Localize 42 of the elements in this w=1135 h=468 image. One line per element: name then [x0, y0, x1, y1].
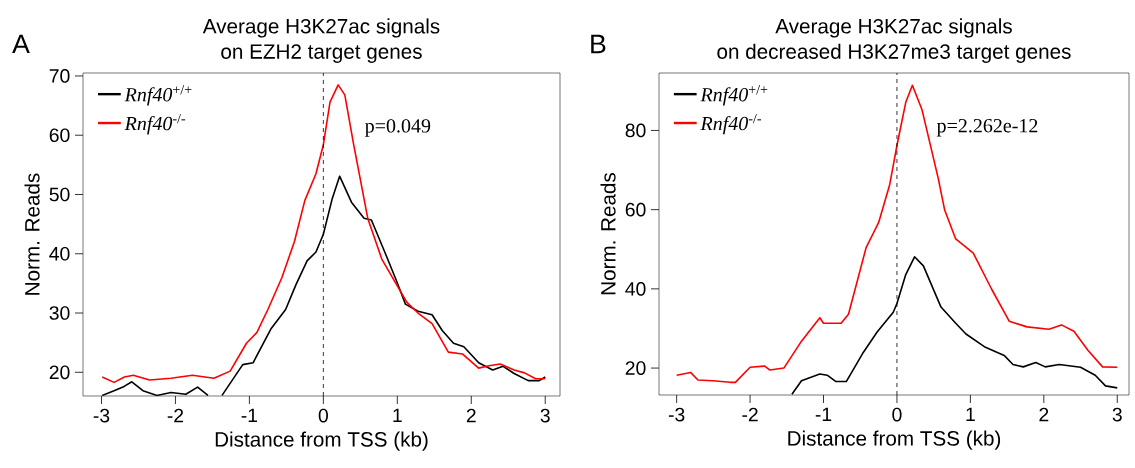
x-tick-label: 1 [393, 408, 402, 423]
line-series [101, 84, 547, 384]
y-tick-label: 50 [49, 187, 70, 202]
text: A [12, 34, 30, 54]
legend-label: Rnf40$^{+/+}$ [124, 85, 192, 106]
y-tick-label: 30 [49, 306, 70, 320]
chart-subtitle: on decreased H3K27me3 target genes [717, 43, 1071, 63]
x-tick-label: 1 [966, 407, 975, 422]
annotation: p=2.262e-12 [936, 119, 1038, 137]
y-tick-label: 80 [625, 123, 646, 138]
line-series [675, 84, 1119, 384]
y-tick-label: 60 [625, 202, 646, 217]
chart-title: Average H3K27ac signals [775, 18, 1012, 38]
x-tick-label: 2 [466, 408, 476, 423]
x-tick-label: 0 [318, 408, 328, 423]
y-tick-label: 40 [49, 246, 70, 261]
y-tick-label: 20 [625, 361, 646, 375]
text: B [591, 34, 606, 54]
x-tick-label: -3 [93, 408, 110, 423]
x-axis-title: Distance from TSS (kb) [215, 431, 428, 451]
y-axis-title: Norm. Reads [600, 172, 616, 295]
x-tick-label: 2 [1039, 407, 1049, 422]
legend-label: Rnf40$^{+/+}$ [700, 85, 768, 106]
x-tick-label: -3 [668, 407, 685, 422]
chart-subtitle: on EZH2 target genes [221, 44, 422, 63]
legend-label: Rnf40$^{-/-}$ [700, 113, 761, 135]
x-tick-label: 3 [540, 408, 550, 423]
x-tick-label: -2 [167, 408, 184, 423]
y-tick-label: 40 [625, 282, 646, 296]
y-axis-title: Norm. Reads [24, 173, 40, 295]
x-tick-label: -1 [815, 407, 832, 422]
annotation: p=0.049 [365, 119, 431, 137]
x-axis-title: Distance from TSS (kb) [788, 430, 1001, 450]
y-tick-label: 20 [49, 365, 70, 380]
x-tick-label: 3 [1112, 407, 1122, 422]
legend-label: Rnf40$^{-/-}$ [124, 113, 186, 135]
y-tick-label: 70 [49, 69, 70, 83]
x-tick-label: -2 [742, 407, 758, 422]
y-tick-label: 60 [49, 128, 70, 143]
x-tick-label: -1 [241, 408, 258, 423]
chart-title: Average H3K27ac signals [202, 18, 440, 38]
x-tick-label: 0 [892, 407, 902, 422]
